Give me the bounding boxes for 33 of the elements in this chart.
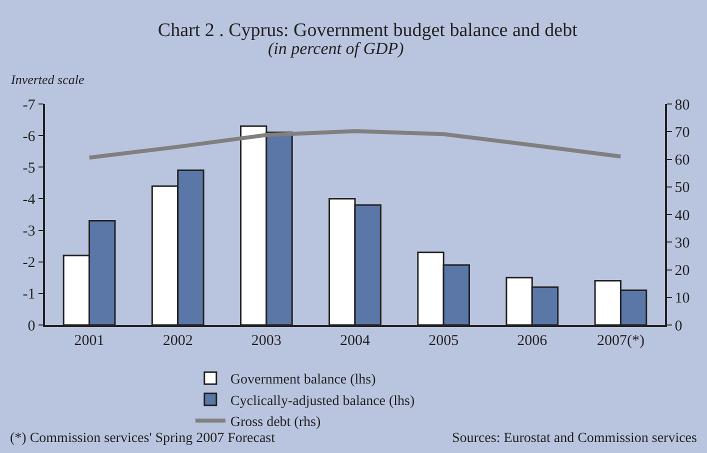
y-tick-label: -7: [22, 97, 36, 114]
y2-tick-label: 40: [674, 208, 690, 224]
chart-subtitle: (in percent of GDP): [268, 39, 404, 58]
y-tick-label: -6: [22, 128, 36, 145]
line-series: [87, 129, 623, 160]
legend-label: Cyclically-adjusted balance (lhs): [230, 394, 415, 409]
y2-tick-label: 20: [674, 263, 690, 279]
legend-label: Government balance (lhs): [230, 372, 376, 388]
y2-tick-label: 80: [674, 97, 690, 114]
x-tick-label: 2004: [340, 332, 370, 349]
y2-tick-label: 50: [674, 180, 690, 196]
x-tick-label: 2001: [74, 332, 104, 349]
x-tick-label: 2006: [517, 332, 548, 349]
text: (*) Commission services' Spring 2007 Forecast: [10, 431, 276, 446]
y2-tick-label: 30: [674, 235, 690, 252]
x-tick-label: 2003: [251, 332, 282, 349]
y-tick-label: 0: [28, 318, 36, 334]
y-axis-title: Inverted scale: [10, 72, 84, 87]
y2-tick-label: 60: [674, 152, 690, 168]
x-tick-label: 2005: [428, 332, 459, 349]
y-tick-label: -3: [22, 224, 36, 240]
x-tick-label: 2002: [162, 332, 193, 349]
y2-tick-label: 10: [674, 290, 690, 307]
y-tick-label: -5: [22, 160, 36, 176]
y2-tick-label: 0: [674, 318, 682, 334]
x-tick-label: 2007(*): [596, 332, 644, 349]
chart-title: Chart 2 . Cyprus: Government budget balance and debt: [158, 20, 578, 41]
y-tick-label: -2: [22, 255, 36, 272]
y2-tick-label: 70: [674, 124, 690, 141]
legend-label: Gross debt (rhs): [230, 415, 321, 430]
source-note: Sources: Eurostat and Commission services: [452, 431, 697, 446]
y-tick-label: -4: [22, 192, 36, 208]
y-tick-label: -1: [22, 286, 36, 303]
